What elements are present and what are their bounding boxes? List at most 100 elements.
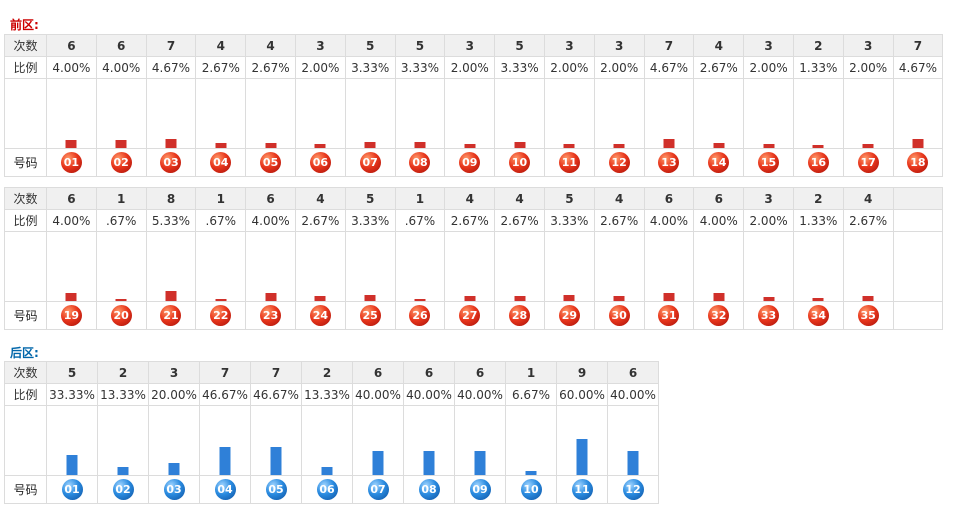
ratio-cell: .67% (195, 209, 247, 232)
ratio-cell: 46.67% (250, 383, 302, 406)
front-number-ball: 12 (608, 152, 630, 173)
front-number-ball: 22 (210, 305, 232, 326)
number-cell: 33 (743, 301, 794, 330)
ratio-cell: 2.67% (593, 209, 645, 232)
bar-cell (693, 231, 745, 302)
front-bar-34 (812, 298, 824, 301)
number-cell: 30 (593, 301, 645, 330)
front-bar-26 (414, 299, 426, 301)
front-number-ball: 14 (708, 152, 730, 173)
count-cell: 3 (743, 34, 794, 57)
front-bar-16 (812, 145, 824, 148)
bar-cell (693, 78, 745, 149)
ratio-cell: 3.33% (344, 209, 396, 232)
ratio-cell: 2.00% (543, 56, 595, 79)
count-cell: 7 (643, 34, 695, 57)
number-cell: 17 (842, 148, 894, 177)
ratio-cell: .67% (394, 209, 446, 232)
ratio-cell: 2.00% (743, 209, 794, 232)
front-number-ball: 10 (509, 152, 531, 173)
count-cell: 6 (46, 187, 97, 210)
number-cell: 03 (148, 475, 200, 504)
number-cell: 09 (444, 148, 496, 177)
number-cell: 05 (245, 148, 296, 177)
number-cell: 34 (792, 301, 844, 330)
back-number-ball: 10 (520, 479, 542, 500)
count-cell: 6 (403, 361, 455, 384)
front-bar-29 (563, 295, 575, 301)
front-number-ball: 26 (409, 305, 431, 326)
front-bar-02 (115, 140, 127, 148)
count-cell: 1 (394, 187, 446, 210)
bar-cell (494, 78, 545, 149)
count-cell: 4 (842, 187, 894, 210)
front-bar-14 (713, 143, 725, 148)
bar-cell (792, 231, 844, 302)
ratio-cell: 4.67% (643, 56, 695, 79)
number-cell: 02 (95, 148, 147, 177)
bar-cell (643, 78, 695, 149)
front-count-row: 次数 6 6 7 4 4 3 5 5 3 5 3 3 7 4 3 2 3 7 (4, 34, 944, 57)
ratio-cell: 4.00% (95, 56, 147, 79)
bar-cell (145, 78, 197, 149)
count-cell: 5 (344, 187, 396, 210)
back-bar-09 (474, 451, 486, 475)
number-cell: 11 (556, 475, 608, 504)
back-bar-02 (117, 467, 129, 475)
count-row-label: 次数 (4, 187, 47, 210)
back-number-row: 号码 01 02 03 04 05 06 07 08 09 10 11 12 (4, 475, 659, 504)
front-number-ball: 18 (907, 152, 929, 173)
ratio-cell (892, 209, 944, 232)
number-cell: 16 (792, 148, 844, 177)
ratio-row-label: 比例 (4, 383, 47, 406)
count-cell: 6 (693, 187, 745, 210)
front-bar-28 (514, 296, 526, 301)
count-cell: 1 (195, 187, 247, 210)
bar-cell (245, 231, 296, 302)
bar-cell (444, 231, 496, 302)
number-row-label: 号码 (4, 148, 47, 177)
number-cell: 25 (344, 301, 396, 330)
bar-cell (46, 405, 98, 476)
front-bar-23 (265, 293, 277, 301)
ratio-cell: 4.00% (46, 56, 97, 79)
count-cell: 2 (792, 187, 844, 210)
ratio-cell: 20.00% (148, 383, 200, 406)
bar-cell (403, 405, 455, 476)
ratio-cell: 40.00% (403, 383, 455, 406)
front-bar-22 (215, 299, 227, 301)
back-bar-10 (525, 471, 537, 475)
count-cell: 7 (145, 34, 197, 57)
front-number-ball: 16 (807, 152, 829, 173)
front-number-ball: 20 (110, 305, 132, 326)
count-cell: 6 (607, 361, 659, 384)
ratio-cell: 5.33% (145, 209, 197, 232)
number-cell: 03 (145, 148, 197, 177)
number-cell: 07 (344, 148, 396, 177)
back-bar-07 (372, 451, 384, 475)
count-cell: 1 (505, 361, 557, 384)
count-cell: 5 (543, 187, 595, 210)
count-cell: 9 (556, 361, 608, 384)
bar-row-label (4, 231, 47, 302)
count-cell: 1 (95, 187, 147, 210)
ratio-cell: 4.67% (892, 56, 944, 79)
count-row-label: 次数 (4, 361, 47, 384)
count-cell: 4 (593, 187, 645, 210)
back-ratio-row: 比例 33.33% 13.33% 20.00% 46.67% 46.67% 13.33% 40… (4, 383, 659, 406)
front-bar-07 (364, 142, 376, 148)
back-bar-06 (321, 467, 333, 475)
number-cell: 12 (607, 475, 659, 504)
bar-cell (444, 78, 496, 149)
front-table: 次数 6 1 8 1 6 4 5 1 4 4 5 4 6 6 3 2 4 比例 4.00% .67% 5.33% .67% 4… (4, 187, 944, 330)
back-number-ball: 12 (622, 479, 644, 500)
ratio-cell: 2.00% (444, 56, 496, 79)
number-cell: 09 (454, 475, 506, 504)
bar-cell (95, 78, 147, 149)
bar-cell (543, 78, 595, 149)
ratio-cell: 40.00% (454, 383, 506, 406)
number-cell: 32 (693, 301, 745, 330)
bar-cell (454, 405, 506, 476)
front-number-ball: 02 (110, 152, 132, 173)
front-number-ball: 04 (210, 152, 232, 173)
